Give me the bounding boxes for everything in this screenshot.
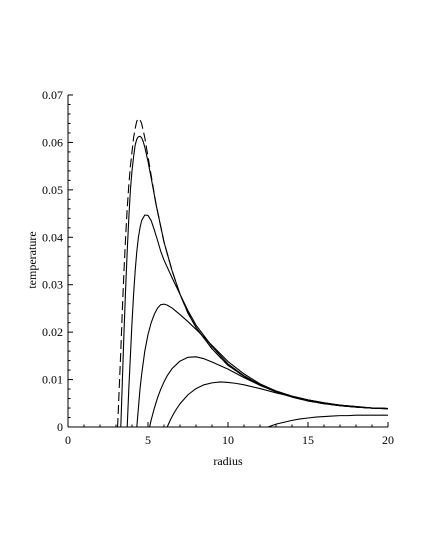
x-tick-label: 10 (222, 433, 234, 447)
series-line-7 (267, 414, 388, 428)
series-line-3 (126, 214, 389, 428)
y-tick-label: 0.01 (42, 373, 63, 387)
y-tick-label: 0.05 (42, 183, 63, 197)
series-group (117, 118, 389, 428)
y-axis-title: temperature (25, 231, 39, 288)
series-line-5 (149, 356, 389, 428)
y-tick-label: 0.04 (42, 230, 63, 244)
x-tick-label: 20 (382, 433, 394, 447)
axes (67, 95, 388, 428)
y-tick-label: 0.03 (42, 278, 63, 292)
y-tick-label: 0.06 (42, 135, 63, 149)
series-line-2 (120, 135, 389, 428)
series-line-6 (166, 381, 389, 428)
y-tick-label: 0.07 (42, 88, 63, 102)
x-tick-label: 5 (145, 433, 151, 447)
x-axis-title: radius (213, 454, 243, 468)
y-tick-label: 0.02 (42, 325, 63, 339)
x-tick-label: 15 (302, 433, 314, 447)
x-tick-label: 0 (65, 433, 71, 447)
ticks: 0 5 10 15 20 0 0.01 0.02 0.03 0.04 0.05 0.06 0.07 (42, 88, 394, 447)
y-tick-label: 0 (57, 420, 63, 434)
series-line-1 (117, 118, 389, 428)
